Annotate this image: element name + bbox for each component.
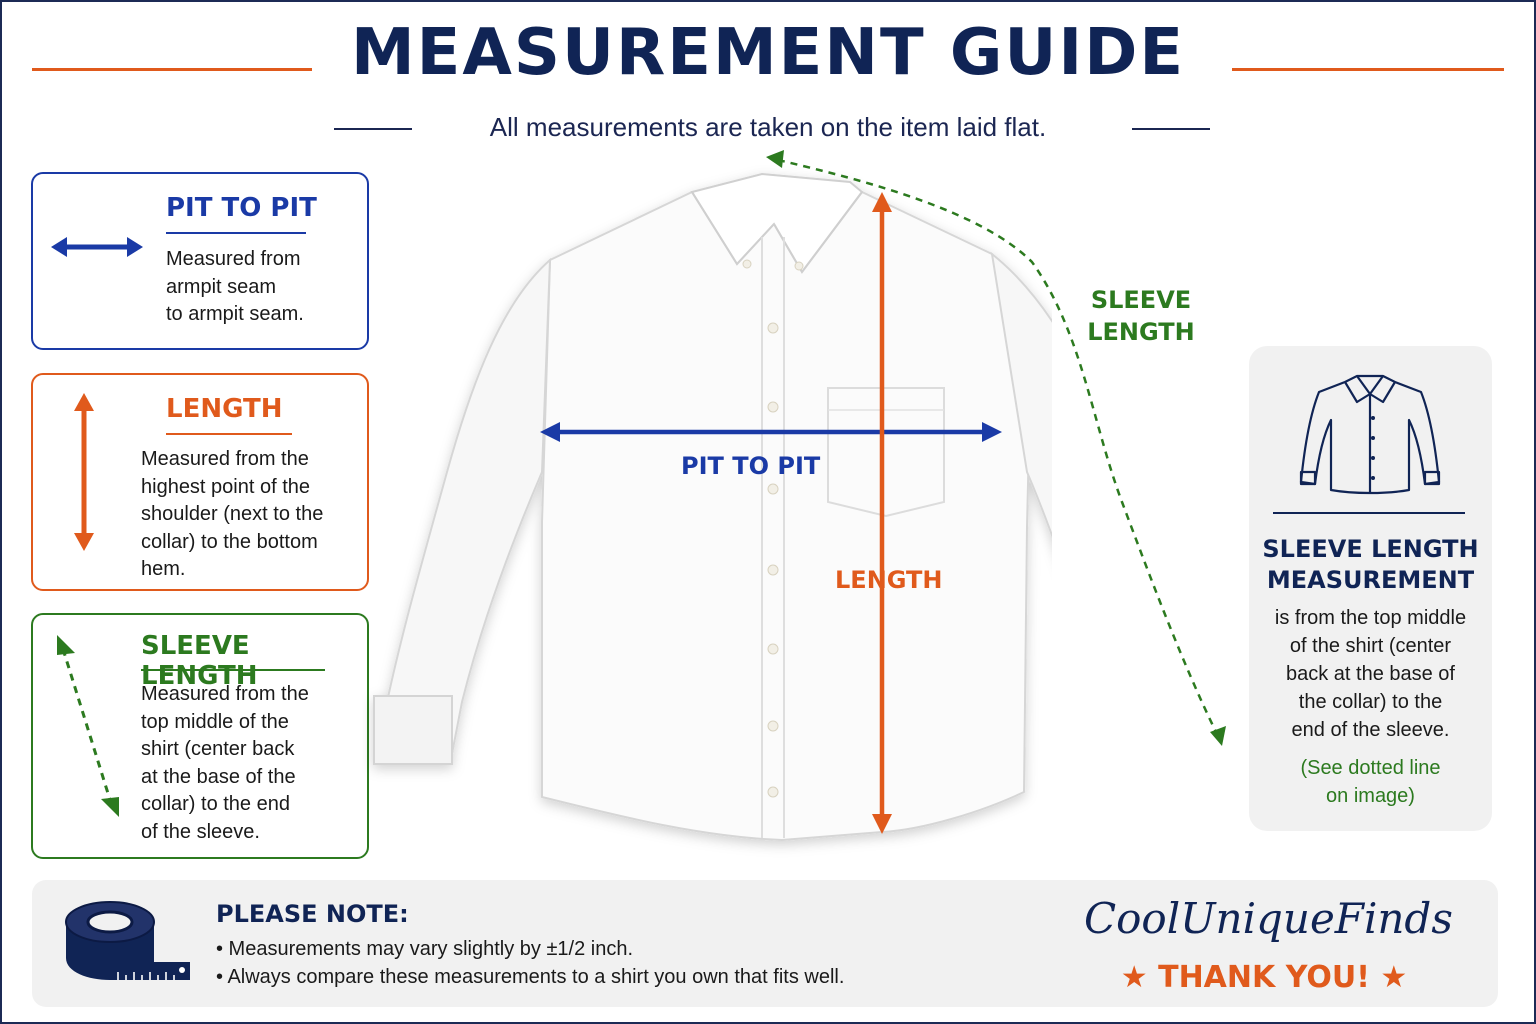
sleeve-length-underline bbox=[141, 669, 325, 671]
measuring-tape-icon bbox=[65, 901, 190, 980]
length-underline bbox=[166, 433, 292, 435]
shirt-outline-icon bbox=[1299, 374, 1441, 495]
note-item: • Measurements may vary slightly by ±1/2… bbox=[216, 938, 634, 960]
sleeve-length-dashed-arrow bbox=[766, 150, 1226, 746]
side-card-description: is from the top middle of the shirt (cen… bbox=[1274, 607, 1467, 741]
shirt-illustration bbox=[372, 172, 1052, 842]
page-title: MEASUREMENT GUIDE bbox=[350, 16, 1186, 90]
please-note-title: PLEASE NOTE: bbox=[216, 900, 409, 928]
pit-to-pit-underline bbox=[166, 232, 306, 234]
pit-to-pit-card: PIT TO PIT Measured from armpit seam to … bbox=[31, 172, 369, 350]
thank-you-text: ★ THANK YOU! ★ bbox=[1120, 960, 1408, 995]
side-card-title: SLEEVE LENGTH MEASUREMENT bbox=[1262, 535, 1479, 594]
double-arrow-vertical-icon bbox=[74, 393, 94, 551]
header-rule-left bbox=[32, 68, 312, 71]
dashed-arrow-diagonal-icon bbox=[57, 635, 119, 817]
page-subtitle: All measurements are taken on the item l… bbox=[489, 112, 1047, 142]
length-label: LENGTH bbox=[835, 566, 943, 594]
length-arrow bbox=[872, 192, 892, 834]
sleeve-length-description: Measured from the top middle of the shir… bbox=[141, 683, 309, 843]
subtitle-rule-left bbox=[334, 128, 412, 130]
please-note-panel: PLEASE NOTE: • Measurements may vary sli… bbox=[32, 880, 1498, 1007]
pit-to-pit-title: PIT TO PIT bbox=[166, 193, 317, 223]
sleeve-length-card: SLEEVE LENGTH Measured from the top midd… bbox=[31, 613, 369, 859]
subtitle-rule-right bbox=[1132, 128, 1210, 130]
length-card: LENGTH Measured from the highest point o… bbox=[31, 373, 369, 591]
side-card-note: (See dotted line on image) bbox=[1300, 757, 1441, 807]
pit-to-pit-description: Measured from armpit seam to armpit seam… bbox=[166, 248, 304, 325]
length-description: Measured from the highest point of the s… bbox=[141, 448, 324, 580]
double-arrow-horizontal-icon bbox=[51, 237, 143, 257]
sleeve-measurement-card: SLEEVE LENGTH MEASUREMENT is from the to… bbox=[1249, 346, 1492, 831]
pit-to-pit-label: PIT TO PIT bbox=[681, 452, 821, 480]
header-rule-right bbox=[1232, 68, 1504, 71]
note-item: • Always compare these measurements to a… bbox=[216, 966, 845, 988]
side-card-rule bbox=[1273, 512, 1465, 514]
sleeve-length-label: SLEEVE LENGTH bbox=[1087, 286, 1195, 346]
length-title: LENGTH bbox=[166, 394, 283, 424]
pit-to-pit-arrow bbox=[540, 422, 1002, 442]
brand-logo-text: CoolUniqueFinds bbox=[1084, 894, 1453, 943]
sleeve-length-title: SLEEVE LENGTH bbox=[141, 631, 258, 691]
